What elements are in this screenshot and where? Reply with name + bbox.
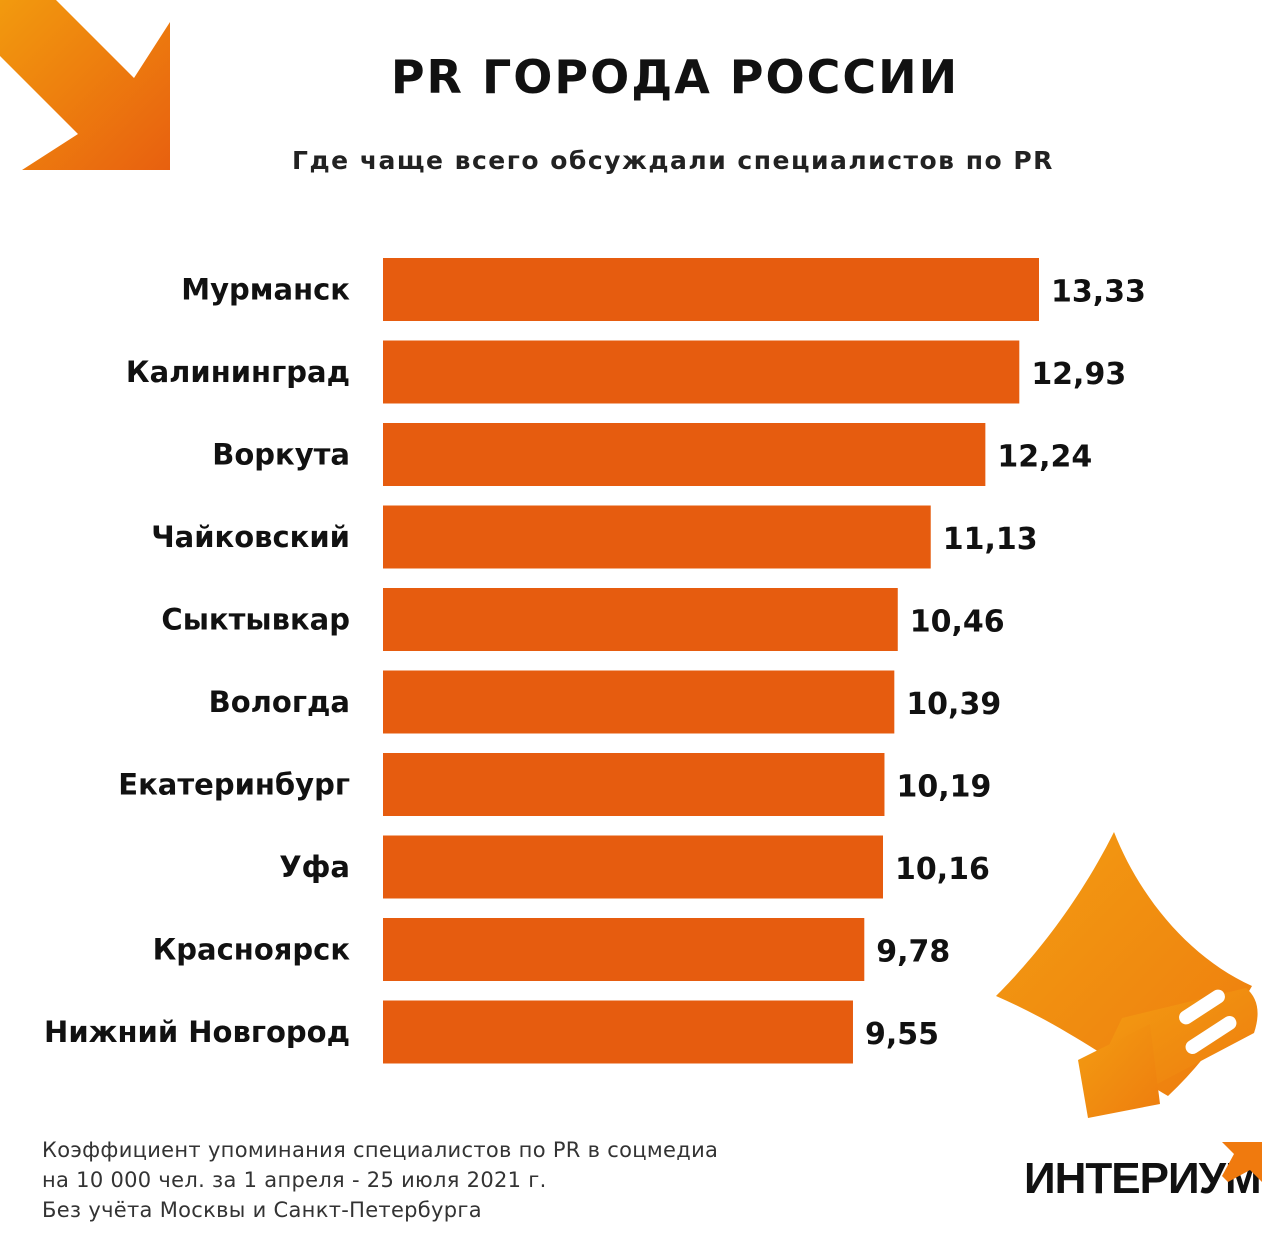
value-label: 10,39	[906, 687, 1001, 722]
bar	[383, 753, 885, 816]
value-label: 11,13	[943, 522, 1038, 557]
bar	[383, 835, 883, 899]
value-label: 12,93	[1031, 357, 1126, 392]
value-label: 12,24	[997, 440, 1092, 475]
category-label: Калининград	[126, 355, 350, 389]
logo: ИНТЕРИУМ	[1022, 1136, 1272, 1206]
category-label: Вологда	[209, 685, 350, 719]
logo-text: ИНТЕРИУМ	[1024, 1154, 1262, 1203]
footnote: Коэффициент упоминания специалистов по P…	[42, 1135, 718, 1225]
footnote-line: Без учёта Москвы и Санкт-Петербурга	[42, 1198, 482, 1222]
footnote-line: Коэффициент упоминания специалистов по P…	[42, 1138, 719, 1162]
arrow-up-right-icon	[1222, 1142, 1262, 1182]
bar	[383, 258, 1039, 321]
category-label: Мурманск	[181, 273, 350, 307]
value-label: 10,46	[910, 605, 1005, 640]
value-label: 13,33	[1051, 275, 1146, 310]
bar	[383, 423, 986, 486]
bar	[383, 588, 898, 651]
megaphone-icon	[996, 832, 1258, 1118]
bar	[383, 1000, 853, 1064]
value-label: 10,19	[896, 770, 991, 805]
category-label: Уфа	[279, 850, 350, 884]
category-label: Воркута	[212, 438, 350, 472]
category-label: Нижний Новгород	[44, 1015, 350, 1049]
arrow-down-right-icon	[0, 0, 170, 170]
bar	[383, 505, 931, 569]
chart-subtitle: Где чаще всего обсуждали специалистов по…	[292, 146, 1054, 175]
category-label: Красноярск	[153, 933, 351, 967]
value-label: 9,55	[865, 1017, 939, 1052]
value-label: 9,78	[876, 935, 950, 970]
category-label: Сыктывкар	[161, 603, 350, 637]
bar	[383, 340, 1020, 404]
category-label: Чайковский	[151, 520, 350, 554]
bar	[383, 918, 865, 981]
value-label: 10,16	[895, 852, 990, 887]
bar	[383, 670, 895, 734]
category-label: Екатеринбург	[118, 768, 350, 802]
footnote-line: на 10 000 чел. за 1 апреля - 25 июля 202…	[42, 1168, 547, 1192]
chart-title: PR ГОРОДА РОССИИ	[390, 50, 960, 104]
